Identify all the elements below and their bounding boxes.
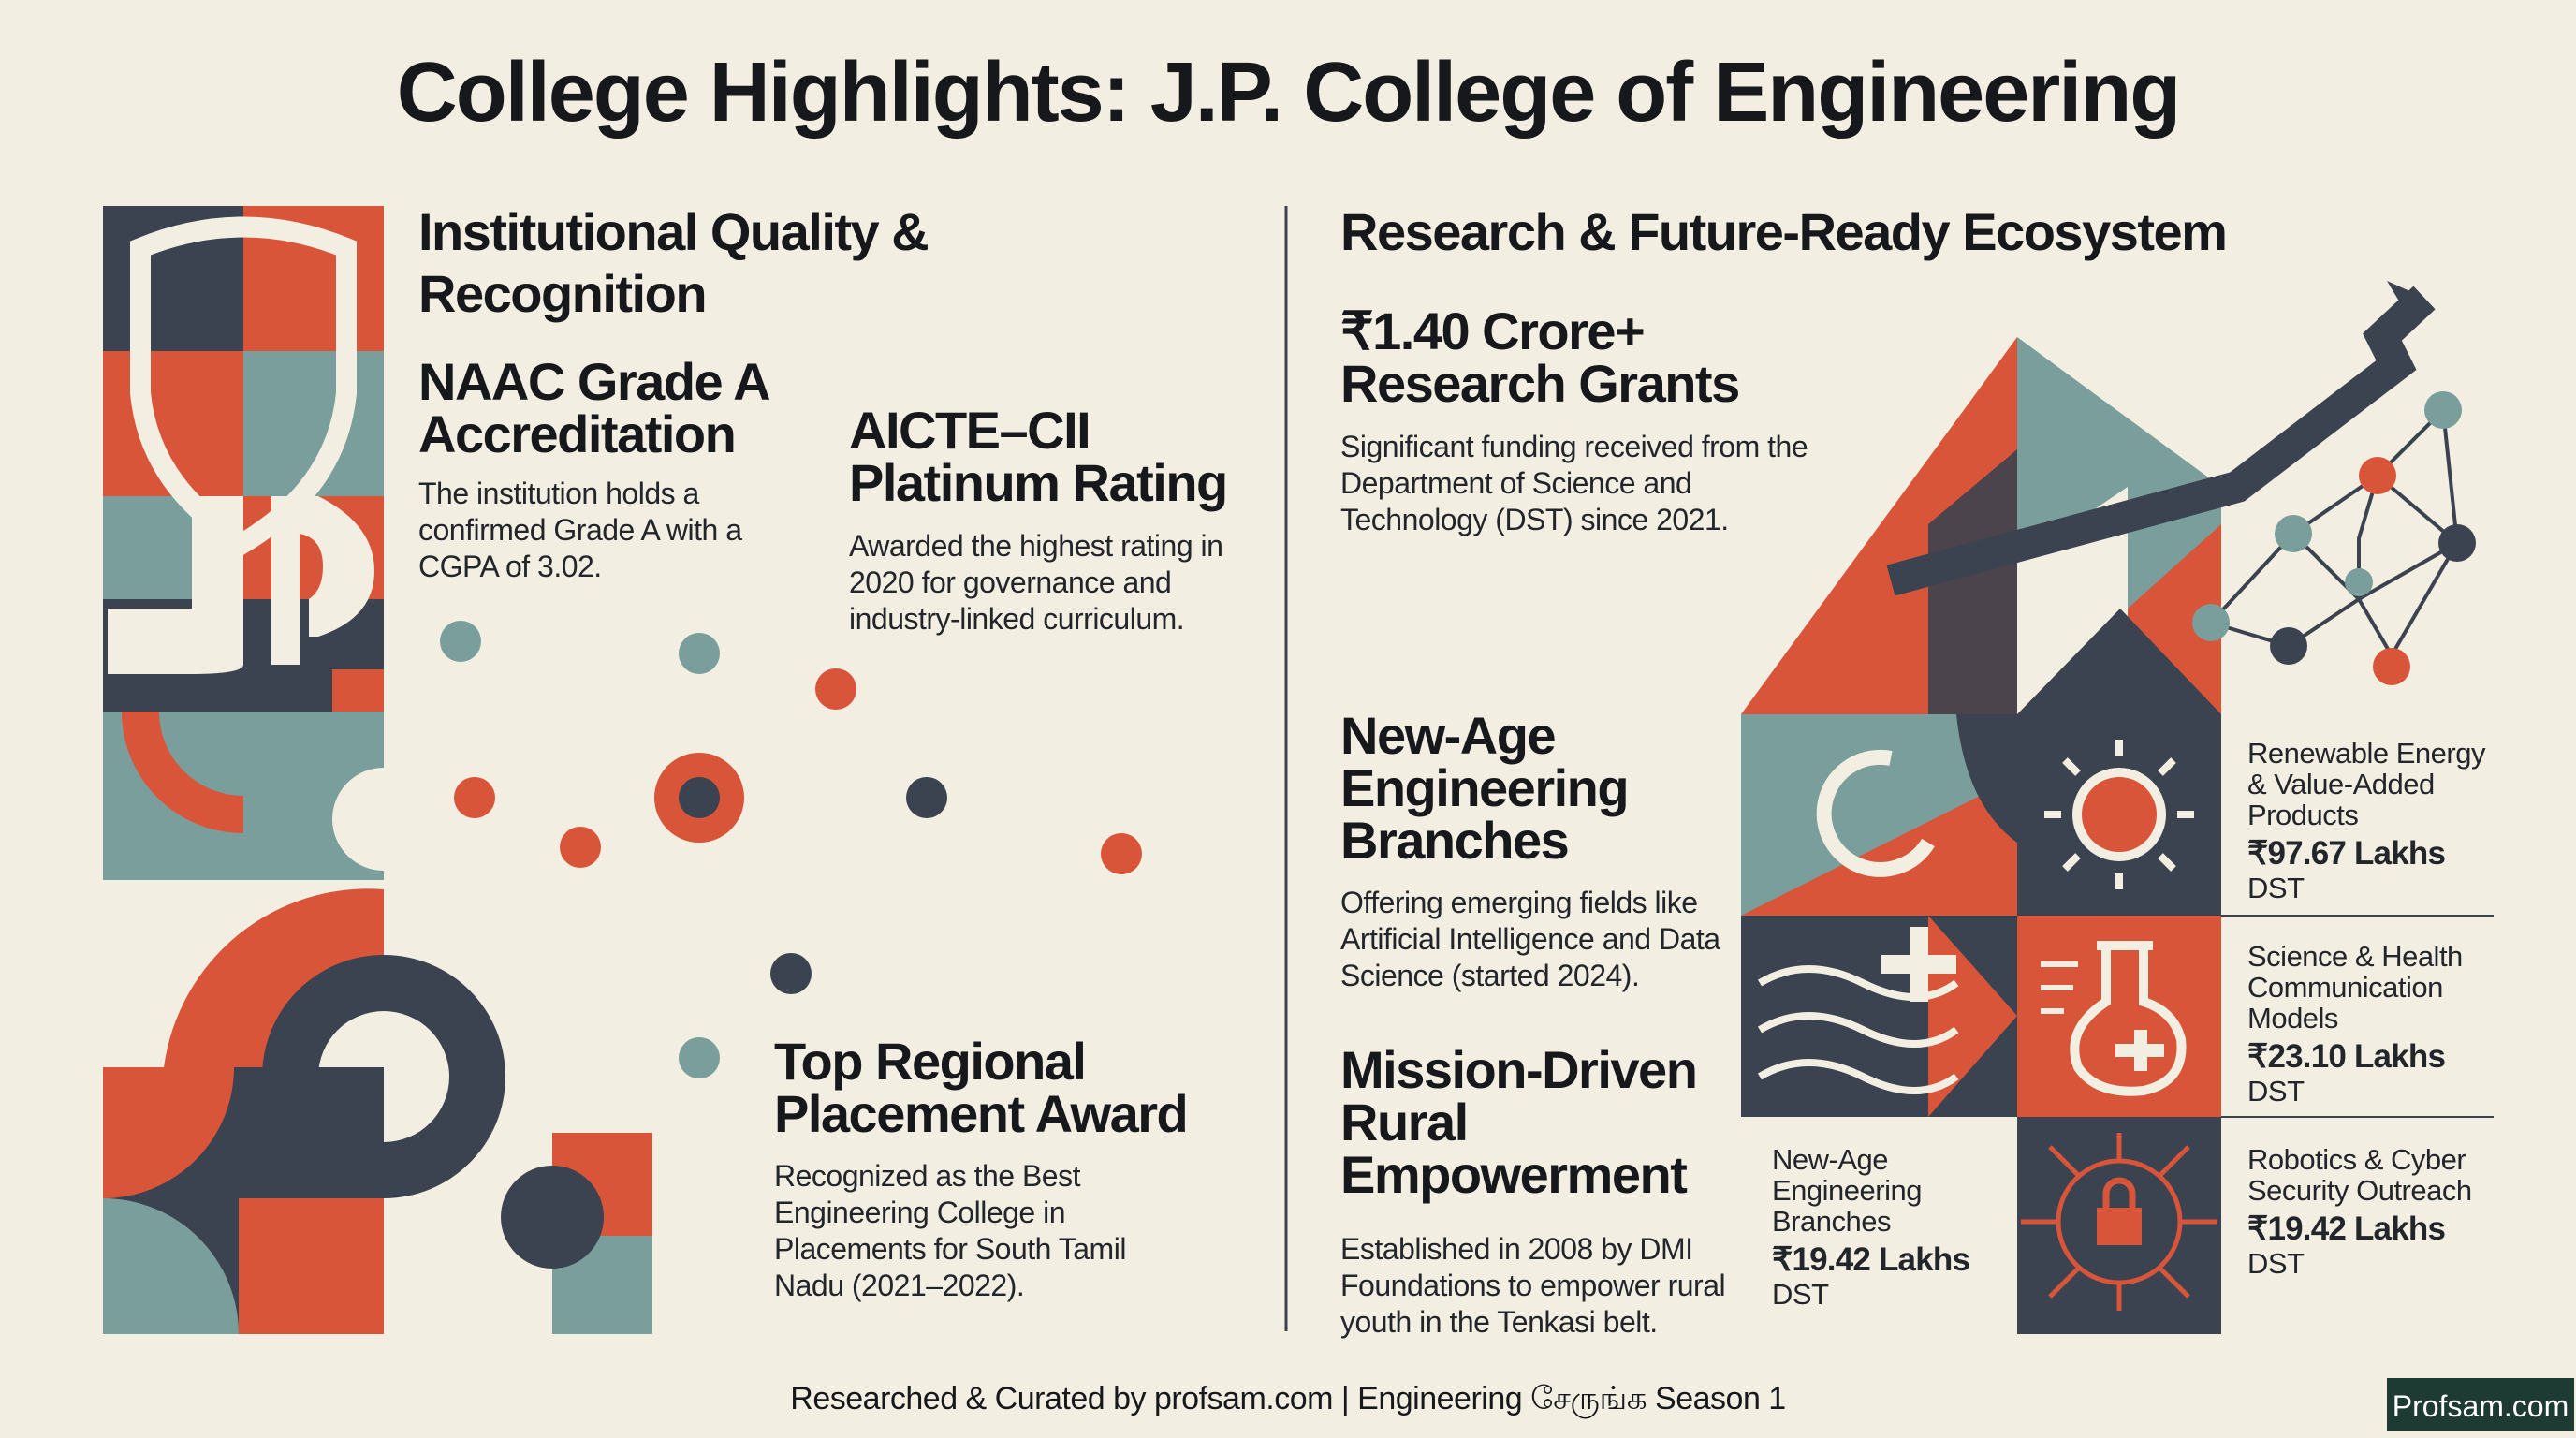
footer: Researched & Curated by profsam.com | En…: [790, 1381, 1786, 1416]
grant: Science & Health Communication Models ₹23…: [2247, 941, 2500, 1107]
grant-name: Renewable Energy & Value-Added Products: [2247, 737, 2485, 831]
grant-source: DST: [2247, 1075, 2305, 1108]
page-title: College Highlights: J.P. College of Engi…: [396, 46, 2182, 139]
grant-amount: ₹19.42 Lakhs: [1772, 1241, 1970, 1278]
item-title: NAAC Grade A Accreditation: [418, 352, 769, 463]
grant-name: Robotics & Cyber Security Outreach: [2247, 1143, 2472, 1207]
item-text: The institution holds a confirmed Grade …: [418, 477, 742, 583]
grant-source: DST: [2247, 872, 2305, 904]
item-title: Top Regional Placement Award: [774, 1032, 1189, 1143]
section-heading: Institutional Quality & Recognition: [418, 202, 929, 323]
item-text: Significant funding received from the De…: [1340, 430, 1808, 536]
item-text: Offering emerging fields like Artificial…: [1340, 886, 1720, 992]
grant: New-Age Engineering Branches ₹19.42 Lakhs…: [1772, 1144, 1997, 1310]
grant-amount: ₹23.10 Lakhs: [2247, 1038, 2446, 1075]
item-title: New-Age Engineering Branches: [1340, 706, 1630, 870]
grant-name: New-Age Engineering Branches: [1772, 1143, 1922, 1238]
right-art: [1741, 281, 2494, 1334]
left-art: [103, 206, 652, 1334]
item-title: ₹1.40 Crore+ Research Grants: [1340, 301, 1740, 413]
item-text: Awarded the highest rating in 2020 for g…: [849, 529, 1223, 636]
section-heading: Research & Future-Ready Ecosystem: [1340, 202, 2228, 261]
item-title: AICTE–CII Platinum Rating: [849, 401, 1228, 512]
item-text: Established in 2008 by DMI Foundations t…: [1340, 1232, 1726, 1339]
grant-amount: ₹19.42 Lakhs: [2247, 1211, 2446, 1247]
logo: Profsam.com: [2387, 1378, 2574, 1431]
grant-name: Science & Health Communication Models: [2247, 940, 2463, 1034]
grant-amount: ₹97.67 Lakhs: [2247, 835, 2446, 872]
grant: Renewable Energy & Value-Added Products ₹…: [2247, 738, 2500, 903]
dots: [440, 621, 1142, 1078]
grant: Robotics & Cyber Security Outreach ₹19.42…: [2247, 1144, 2500, 1279]
grant-source: DST: [1772, 1278, 1829, 1311]
grant-source: DST: [2247, 1247, 2305, 1280]
item-title: Mission-Driven Rural Empowerment: [1340, 1040, 1698, 1204]
item-text: Recognized as the Best Engineering Colle…: [774, 1159, 1126, 1302]
